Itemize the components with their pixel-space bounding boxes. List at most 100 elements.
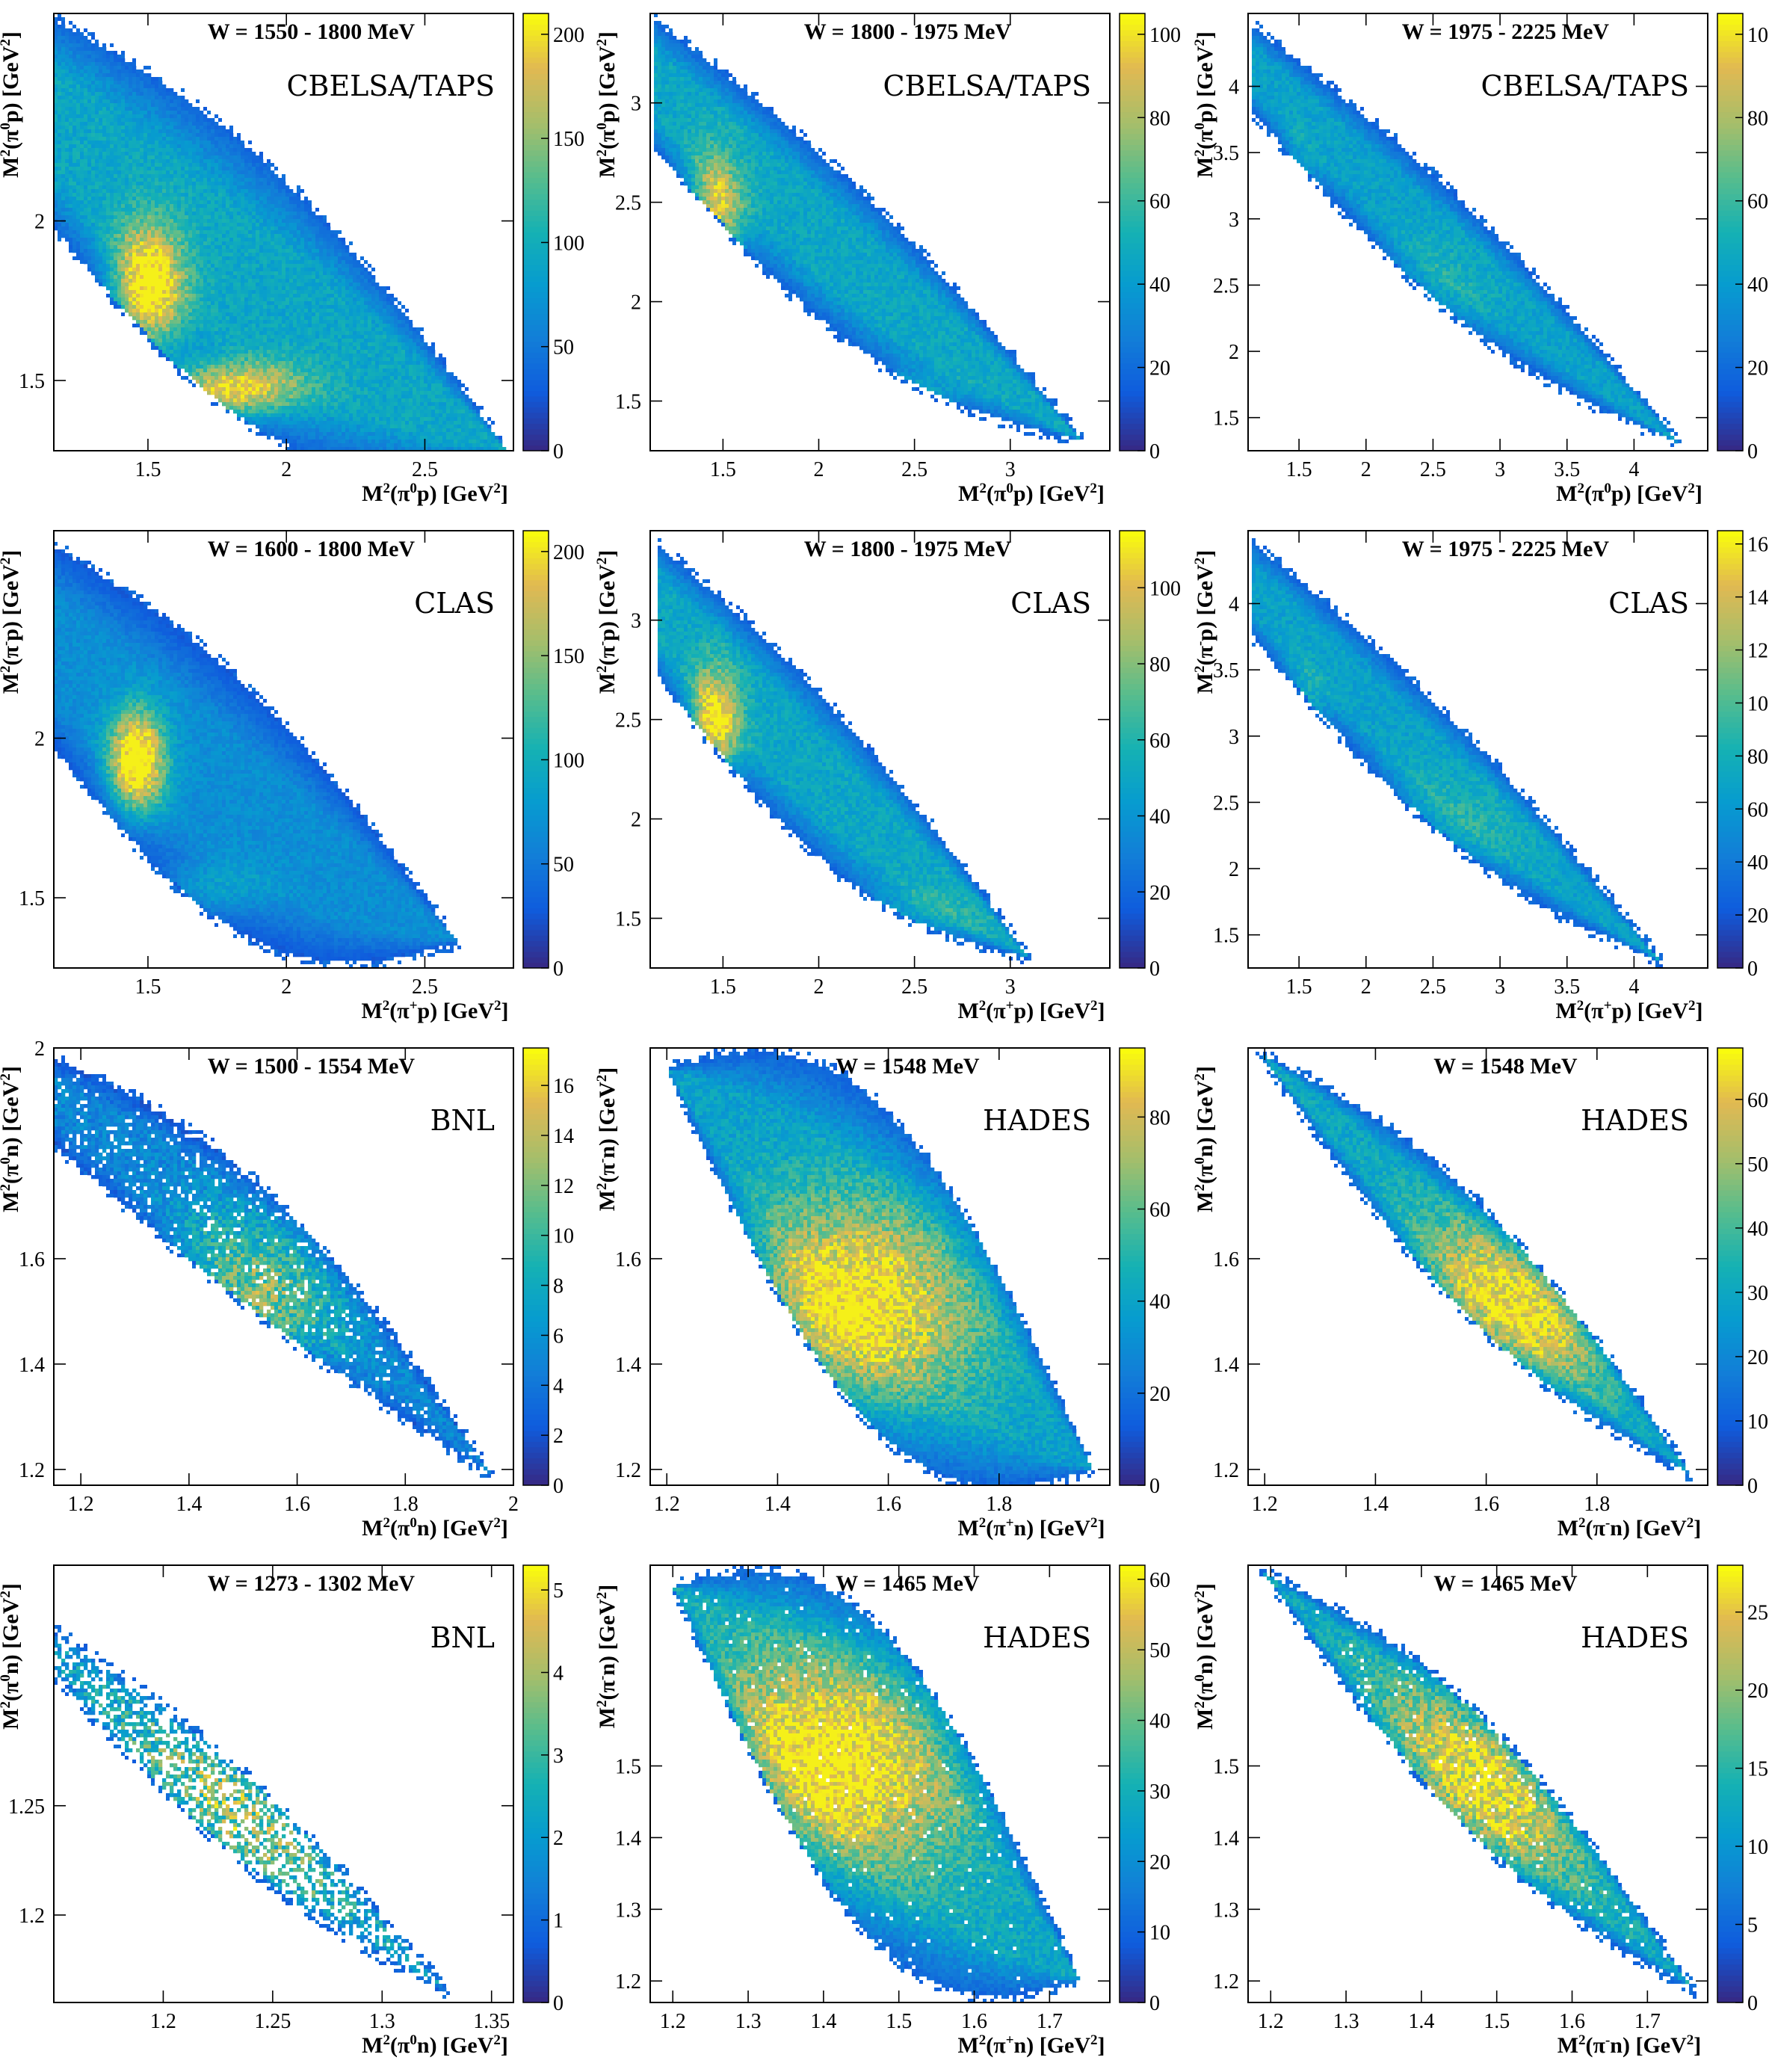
heat-cell (61, 17, 65, 21)
heat-cell (61, 133, 65, 137)
heat-cell (84, 178, 87, 182)
heat-cell (95, 84, 99, 88)
heat-cell (87, 99, 91, 103)
heat-cell (58, 159, 61, 163)
heat-cell (99, 99, 102, 103)
heat-cell (99, 241, 102, 245)
heat-cell (65, 141, 69, 144)
heat-cell (80, 234, 84, 238)
heat-cell (91, 62, 95, 66)
heat-cell (58, 28, 61, 32)
heat-cell (80, 249, 84, 253)
heat-cell (69, 58, 72, 62)
heat-cell (91, 70, 95, 73)
heat-cell (91, 241, 95, 245)
heat-cell (76, 28, 80, 32)
heat-cell (58, 141, 61, 144)
heat-cell (91, 129, 95, 133)
heat-cell (95, 118, 99, 122)
heat-cell (72, 212, 76, 215)
heat-cell (72, 137, 76, 141)
heat-cell (95, 137, 99, 141)
heat-cell (65, 152, 69, 155)
heat-cell (76, 197, 80, 200)
heat-cell (99, 77, 102, 81)
heat-cell (72, 58, 76, 62)
heat-cell (84, 204, 87, 208)
heat-cell (72, 155, 76, 159)
heat-cell (69, 99, 72, 103)
heat-cell (84, 103, 87, 107)
heat-cell (91, 58, 95, 62)
heat-cell (76, 51, 80, 55)
heat-cell (61, 208, 65, 212)
heat-cell (69, 77, 72, 81)
heat-cell (84, 144, 87, 148)
heat-cell (61, 58, 65, 62)
heat-cell (69, 43, 72, 47)
heat-cell (58, 114, 61, 118)
heat-cell (95, 241, 99, 245)
heat-cell (95, 55, 99, 58)
heat-cell (84, 62, 87, 66)
heat-cell (95, 66, 99, 70)
heat-cell (69, 185, 72, 189)
heat-cell (76, 58, 80, 62)
heat-cell (61, 103, 65, 107)
heat-cell (72, 25, 76, 28)
heat-cell (95, 62, 99, 66)
heat-cell (95, 103, 99, 107)
heat-cell (65, 92, 69, 96)
heat-cell (84, 96, 87, 99)
heat-cell (87, 88, 91, 92)
heat-cell (80, 223, 84, 226)
heat-cell (91, 170, 95, 174)
heat-cell (84, 167, 87, 170)
heat-cell (69, 47, 72, 51)
heat-cell (95, 268, 99, 271)
heat-cell (87, 111, 91, 114)
heat-cell (80, 170, 84, 174)
heat-cell (99, 279, 102, 283)
heat-cell (95, 114, 99, 118)
heat-cell (61, 185, 65, 189)
heat-cell (84, 129, 87, 133)
heat-cell (72, 178, 76, 182)
heat-cell (69, 107, 72, 111)
heat-cell (76, 155, 80, 159)
heat-cell (72, 122, 76, 126)
heat-cell (76, 84, 80, 88)
heat-cell (72, 99, 76, 103)
heat-cell (76, 144, 80, 148)
heat-cell (58, 126, 61, 129)
heat-cell (99, 234, 102, 238)
heat-cell (84, 47, 87, 51)
heat-cell (69, 137, 72, 141)
heat-cell (65, 126, 69, 129)
heat-cell (87, 92, 91, 96)
heat-cell (69, 70, 72, 73)
heat-cell (84, 226, 87, 230)
heat-cell (69, 178, 72, 182)
heat-cell (72, 256, 76, 260)
heat-cell (91, 249, 95, 253)
heat-cell (61, 197, 65, 200)
heat-cell (87, 219, 91, 223)
heat-cell (61, 126, 65, 129)
heat-cell (61, 70, 65, 73)
heat-cell (65, 155, 69, 159)
heat-cell (80, 81, 84, 84)
heat-cell (72, 51, 76, 55)
heat-cell (91, 88, 95, 92)
heat-cell (87, 204, 91, 208)
heat-cell (69, 215, 72, 219)
heat-cell (80, 208, 84, 212)
heat-cell (99, 253, 102, 256)
heat-cell (80, 40, 84, 43)
heat-cell (80, 215, 84, 219)
heat-cell (87, 241, 91, 245)
heat-cell (65, 234, 69, 238)
heat-cell (61, 163, 65, 167)
heat-cell (69, 159, 72, 163)
heat-cell (72, 234, 76, 238)
